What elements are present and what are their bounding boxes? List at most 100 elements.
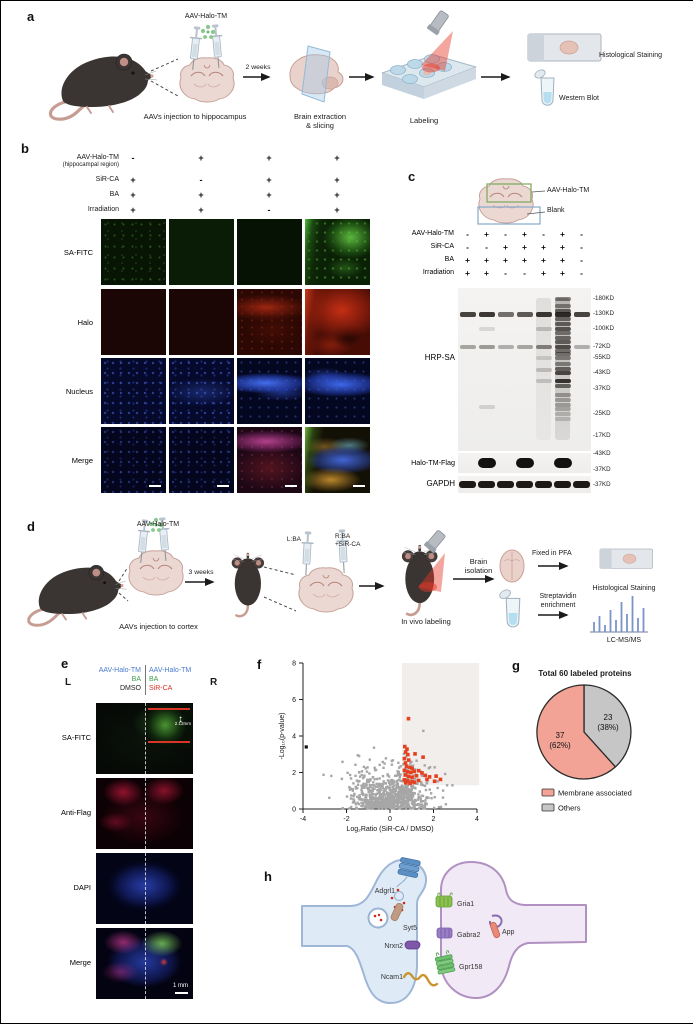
data-point [407,795,410,798]
data-point [416,798,420,801]
data-point [421,794,425,798]
data-point [392,788,396,792]
brain-section-image [96,778,193,849]
caption-histology-d: Histological Staining [592,585,656,592]
data-point [396,772,400,775]
wb-condition-symbol: + [541,255,546,265]
panel-e-label: e [61,656,69,671]
data-point [399,779,402,782]
data-point [340,777,344,781]
data-point [366,766,369,769]
data-point [402,763,405,766]
mw-marker: -37KD [593,466,611,473]
mw-marker: -100KD [593,324,614,332]
data-point [411,795,415,798]
condition-label: Irradiation [87,206,119,213]
data-point [392,782,395,785]
micrograph [237,427,302,493]
caption-lcms: LC-MS/MS [606,637,642,644]
data-point-enriched [410,775,414,780]
x-axis-label: Log₂Ratio (SiR-CA / DMSO) [346,826,433,833]
data-point [381,795,384,798]
mw-marker: -25KD [593,410,611,418]
wb-condition-symbol: - [504,268,507,278]
data-point [428,766,432,769]
x-tick-label: 2 [432,816,436,823]
data-point [389,805,393,808]
wb-band [554,336,571,341]
data-point [384,805,387,808]
data-point [376,788,379,792]
data-point [407,790,410,794]
data-point [348,785,351,789]
app-protein [488,914,503,939]
section-row-label: Merge [69,958,91,967]
data-point [395,784,398,787]
wb-band [477,458,496,468]
wb-band [554,398,571,403]
data-point [387,806,390,809]
data-point [386,774,389,777]
data-point [384,789,387,792]
wb-condition-symbol: - [485,242,488,252]
wb-band [516,311,533,317]
legend-swatch [541,803,555,812]
data-point [349,805,353,809]
synaptic-vesicle [367,907,389,929]
data-point [387,775,391,778]
data-point [386,802,389,805]
data-point [384,782,388,785]
data-point [349,797,353,800]
micrograph [169,289,234,355]
data-point [451,784,454,787]
in-vivo-lamp-icon [418,530,446,592]
wb-band [459,481,476,488]
pie-title: Total 60 labeled proteins [538,669,632,678]
scale-bar-label: 1 mm [173,983,188,989]
data-point [351,788,355,791]
mw-marker: -43KD [593,450,611,457]
data-point [370,784,373,787]
data-point [365,795,368,798]
mass-spectrum-icon [590,596,648,633]
data-point [390,807,393,810]
wb-condition-symbol: + [522,255,527,265]
data-point-enriched [402,768,407,773]
data-point [380,793,383,797]
brain-extraction-icon [289,45,344,103]
ncam1-protein [402,972,439,987]
data-point-enriched [406,716,411,721]
depth-line-bottom [148,741,190,743]
data-point [420,781,423,784]
wb-band [554,340,571,345]
data-point [371,805,374,808]
micrograph-row-label: Merge [71,456,93,465]
data-point-enriched [410,779,414,784]
data-point [420,783,423,786]
condition-label: AAV-Halo-TM [76,154,119,161]
data-point-enriched [406,779,410,783]
data-point [410,798,414,802]
data-point [396,802,400,805]
nrxn2-protein [404,940,421,950]
output-histology: Histological Staining [599,52,663,59]
data-point [397,795,401,799]
mw-marker: -17KD [593,432,611,440]
midline [144,703,146,774]
data-point-enriched [413,752,417,756]
wb-condition-symbol: - [523,268,526,278]
caption-injection: AAVs injection to hippocampus [143,112,247,121]
data-point [362,782,365,785]
data-point [379,782,382,786]
wb-band [554,304,571,309]
data-point [373,804,376,808]
left-cond-ba: BA [131,676,141,683]
data-point [351,789,355,792]
caption-invivo: In vivo labeling [401,617,451,626]
data-point [397,792,400,795]
data-point [405,796,409,799]
data-point [399,786,403,789]
data-point [400,804,403,807]
data-point [383,762,386,765]
micrograph [101,289,166,355]
